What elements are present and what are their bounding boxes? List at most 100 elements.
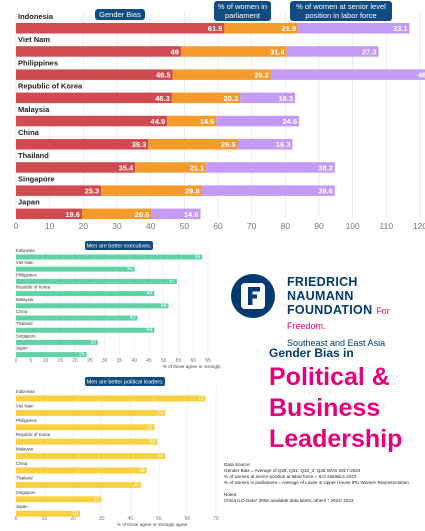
bar	[16, 291, 155, 297]
data-label: 26.5	[221, 140, 236, 149]
category-label: Japan	[16, 504, 28, 509]
bar	[16, 352, 87, 358]
x-tick-label: 40	[128, 516, 134, 522]
x-tick-label: 0	[15, 358, 18, 364]
headline-line3: Leadership	[269, 425, 403, 453]
bar-segment	[148, 139, 238, 150]
x-tick-label: 20	[72, 358, 78, 364]
data-label: 43	[130, 315, 136, 321]
data-label: 56	[158, 410, 164, 416]
source-line: % of women at senior position at labor f…	[224, 474, 357, 479]
bar-segment	[16, 46, 181, 57]
chart-title-pill	[85, 241, 153, 250]
data-label: 39.3	[132, 140, 147, 149]
x-tick-label: 10	[43, 358, 49, 364]
x-tick-label: 80	[281, 221, 291, 231]
chart-title: Men are better political leaders.	[87, 380, 164, 386]
category-label: Republic of Korea	[16, 285, 51, 290]
x-tick-label: 15	[58, 358, 64, 364]
x-tick-label: 120	[413, 221, 425, 231]
foundation-name-word: FOUNDATION	[287, 303, 373, 317]
x-tick-label: 60	[185, 516, 191, 522]
category-label: Viet Nam	[16, 260, 34, 265]
x-tick-label: 25	[87, 358, 93, 364]
category-label: Republic of Korea	[18, 82, 83, 91]
x-tick-label: 45	[146, 358, 152, 364]
data-label: 33.1	[393, 24, 408, 33]
x-tick-label: 50	[156, 516, 162, 522]
bar	[16, 327, 155, 333]
data-label: 25	[79, 352, 85, 358]
x-tick-label: 50	[180, 221, 190, 231]
notes-line: China ILO Data* 2005 available data late…	[224, 498, 354, 503]
legend-label: parliament	[225, 11, 261, 20]
data-label: 20.3	[224, 94, 239, 103]
headline: Gender Bias in Political & Business Lead…	[269, 346, 423, 453]
notes-title: Notes:	[224, 492, 238, 497]
bar-segment	[167, 115, 217, 127]
bar-chart-men-better-executives: 0 5 10 15 20 25 30 35 40 45 50 55 60 65Indonesia66Vie…	[15, 241, 222, 369]
x-axis-label: % of those agree or strongly agree	[163, 364, 222, 369]
source-line: Gender Bias = Average of Q29, Q31, Q33_3…	[224, 468, 361, 473]
x-tick-label: 0	[14, 221, 19, 231]
category-label: Thailand	[16, 475, 33, 480]
bar-segment	[171, 92, 241, 104]
bar-segment	[16, 23, 225, 34]
source-title: Data Source:	[224, 462, 251, 467]
bar	[16, 481, 142, 488]
bar	[16, 315, 138, 321]
legend-label: % of women at senior level	[296, 2, 386, 11]
data-label: 21.1	[190, 163, 205, 172]
bar-segment	[237, 139, 293, 150]
bar-segment	[240, 92, 296, 104]
bar-segment	[16, 115, 168, 127]
data-label: 21.9	[282, 24, 297, 33]
bar-segment	[201, 185, 335, 196]
x-tick-label: 10	[42, 516, 48, 522]
data-label: 16.3	[278, 94, 293, 103]
x-tick-label: 70	[247, 221, 257, 231]
foundation-logo-icon	[231, 274, 275, 318]
bar	[16, 266, 135, 272]
bar	[16, 395, 206, 402]
headline-line2: Business	[269, 394, 381, 422]
bar-segment	[16, 69, 173, 80]
bar	[16, 467, 147, 474]
category-label: Japan	[18, 198, 40, 207]
bar-segment	[16, 162, 136, 173]
bar	[16, 510, 80, 517]
data-label: 66	[195, 254, 201, 260]
bar-segment	[81, 208, 152, 220]
bar-segment	[16, 92, 172, 104]
data-label: 25.3	[85, 187, 100, 196]
category-label: Viet Nam	[16, 403, 34, 408]
bar	[16, 409, 166, 416]
chart-title: Men are better executives.	[87, 244, 152, 250]
legend-pill	[214, 1, 271, 21]
x-tick-label: 30	[112, 221, 122, 231]
data-label: 38.2	[318, 163, 333, 172]
foundation-name-line2: FOUNDATION For Freedom.	[287, 303, 423, 333]
bar-segment	[101, 185, 202, 196]
bar-segment	[16, 139, 149, 150]
category-label: China	[16, 309, 28, 314]
bar-segment	[216, 115, 300, 127]
legend-pill	[95, 9, 145, 20]
data-label: 47	[134, 482, 140, 488]
foundation-tagline: For Freedom.	[287, 306, 390, 331]
bar-segment	[286, 46, 379, 57]
data-label: 49	[147, 327, 153, 333]
category-label: Philippines	[16, 272, 37, 277]
category-label: Indonesia	[16, 389, 35, 394]
data-label: 44.9	[151, 117, 166, 126]
category-label: Thailand	[16, 321, 33, 326]
data-label: 61.9	[208, 24, 223, 33]
bar-segment	[151, 208, 201, 220]
data-label: 53	[150, 439, 156, 445]
data-label: 24	[72, 511, 78, 517]
bar	[16, 254, 203, 260]
x-tick-label: 0	[15, 516, 18, 522]
legend-label: Gender Bias	[99, 10, 141, 19]
data-label: 29.2	[254, 71, 269, 80]
category-label: Philippines	[16, 418, 37, 423]
